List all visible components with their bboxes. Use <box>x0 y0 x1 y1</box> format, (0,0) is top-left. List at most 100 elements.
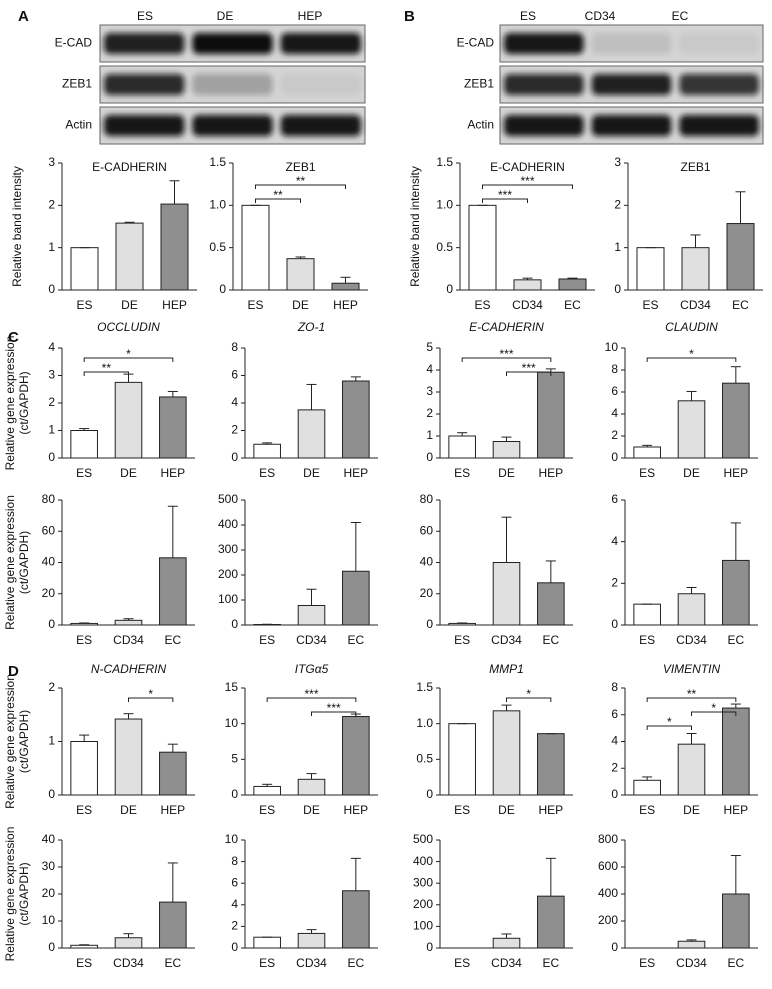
y-tick-label: 1.0 <box>209 198 226 212</box>
y-tick-label: 6 <box>611 707 618 721</box>
x-tick-label: EC <box>542 633 559 647</box>
y-tick-label: 1 <box>48 734 55 748</box>
x-tick-label: HEP <box>162 298 187 312</box>
bar <box>537 733 565 796</box>
y-tick-label: 2 <box>48 680 55 694</box>
y-tick-label: 4 <box>426 362 433 376</box>
blot-band <box>104 115 185 136</box>
bar <box>159 396 187 459</box>
chart-title: VIMENTIN <box>663 662 721 676</box>
x-tick-label: HEP <box>723 466 748 480</box>
y-tick-label: 1 <box>426 428 433 442</box>
y-axis-label: (ct/GAPDH) <box>17 371 31 434</box>
bar <box>633 603 661 626</box>
y-tick-label: 200 <box>413 897 433 911</box>
bar <box>537 582 565 626</box>
y-tick-label: 4 <box>611 734 618 748</box>
bar <box>448 622 476 626</box>
bar <box>70 944 98 949</box>
y-tick-label: 100 <box>218 592 238 606</box>
bar <box>241 204 270 291</box>
y-tick-label: 20 <box>420 586 434 600</box>
blot-band <box>192 115 273 136</box>
blot-band <box>192 33 273 54</box>
y-tick-label: 2 <box>611 576 618 590</box>
chart-title: ZEB1 <box>680 160 710 174</box>
blot-band <box>504 74 584 95</box>
blot-row-label: Actin <box>65 118 92 132</box>
y-tick-label: 500 <box>413 832 433 846</box>
significance-bracket <box>266 697 357 702</box>
bar <box>448 723 476 796</box>
bar <box>114 718 143 796</box>
y-tick-label: 0 <box>48 617 55 631</box>
significance-label: *** <box>327 701 341 715</box>
bar <box>681 247 710 291</box>
bar <box>342 380 370 459</box>
y-tick-label: 0 <box>48 450 55 464</box>
x-tick-label: EC <box>727 633 744 647</box>
y-tick-label: 2 <box>611 428 618 442</box>
y-axis-label: Relative gene expression <box>3 336 17 471</box>
blot-band <box>591 74 672 95</box>
bar <box>114 619 143 626</box>
bar <box>297 605 326 626</box>
x-tick-label: EC <box>542 956 559 970</box>
y-tick-label: 0 <box>611 617 618 631</box>
panel-letter: C <box>8 329 19 346</box>
x-tick-label: EC <box>164 633 181 647</box>
chart-title: MMP1 <box>489 662 524 676</box>
y-tick-label: 2 <box>611 760 618 774</box>
x-tick-label: EC <box>564 298 581 312</box>
bar <box>286 258 315 291</box>
blot-column-label: ES <box>137 9 153 23</box>
y-tick-label: 800 <box>598 832 618 846</box>
y-tick-label: 5 <box>426 340 433 354</box>
x-tick-label: ES <box>76 956 92 970</box>
bar <box>677 400 706 459</box>
bar <box>722 382 750 459</box>
y-tick-label: 400 <box>218 517 238 531</box>
y-tick-label: 0 <box>611 450 618 464</box>
bar <box>537 371 565 459</box>
x-tick-label: ES <box>76 298 92 312</box>
significance-bracket <box>482 184 573 189</box>
y-tick-label: 0.5 <box>436 240 453 254</box>
x-tick-label: ES <box>259 803 275 817</box>
x-tick-label: ES <box>639 956 655 970</box>
y-tick-label: 2 <box>231 919 238 933</box>
significance-label: ** <box>273 188 283 202</box>
significance-label: * <box>711 701 716 715</box>
bar <box>253 936 281 949</box>
x-tick-label: ES <box>474 298 490 312</box>
y-axis-label: Relative band intensity <box>408 166 422 287</box>
blot-band <box>679 74 759 95</box>
bar <box>70 741 98 796</box>
y-tick-label: 0 <box>614 282 621 296</box>
y-tick-label: 80 <box>420 492 434 506</box>
y-tick-label: 5 <box>231 752 238 766</box>
y-tick-label: 4 <box>231 395 238 409</box>
y-tick-label: 4 <box>48 340 55 354</box>
x-tick-label: DE <box>292 298 309 312</box>
bar <box>492 710 521 796</box>
bar <box>342 570 370 626</box>
y-tick-label: 0 <box>48 282 55 296</box>
x-tick-label: ES <box>76 466 92 480</box>
x-tick-label: HEP <box>538 803 563 817</box>
x-tick-label: HEP <box>160 466 185 480</box>
significance-bracket <box>255 184 346 189</box>
x-tick-label: ES <box>639 633 655 647</box>
y-tick-label: 3 <box>614 155 621 169</box>
bar <box>114 381 143 459</box>
bar <box>70 247 99 291</box>
blot-column-label: ES <box>520 9 536 23</box>
panel-letter: D <box>8 663 19 680</box>
y-tick-label: 1.5 <box>416 680 433 694</box>
y-axis-label: (ct/GAPDH) <box>17 710 31 773</box>
blot-row-label: E-CAD <box>457 36 495 50</box>
blot-column-label: EC <box>672 9 689 23</box>
blot-row-label: Actin <box>467 118 494 132</box>
x-tick-label: DE <box>498 803 515 817</box>
